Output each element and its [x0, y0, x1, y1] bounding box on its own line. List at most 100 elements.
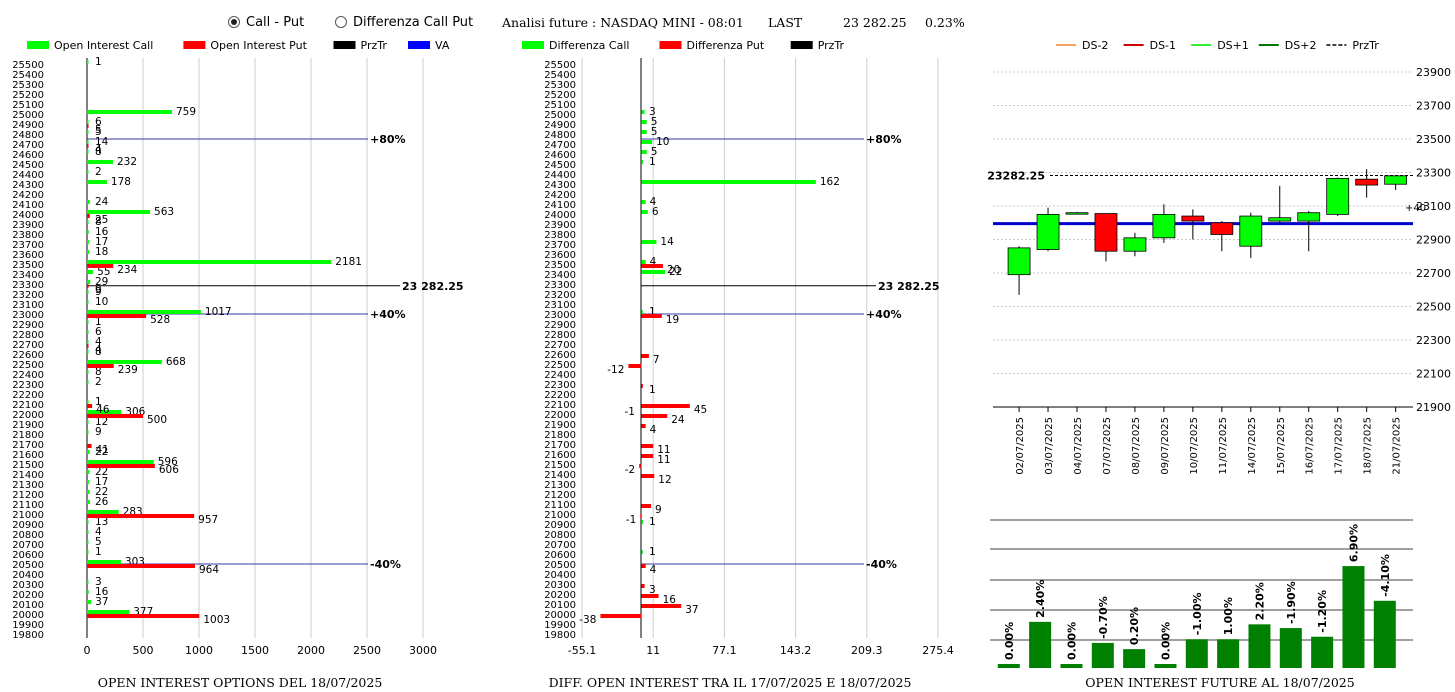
y-tick-label: 21700 — [544, 440, 576, 451]
y-tick-label: 23500 — [544, 260, 576, 271]
y-tick-label: 22700 — [1416, 267, 1451, 280]
put-bar — [87, 564, 195, 568]
put-bar — [87, 264, 114, 268]
legend-swatch — [183, 41, 206, 49]
call-bar-label: 14 — [660, 236, 674, 248]
legend-label: DS-1 — [1150, 39, 1176, 52]
percent-bar-label: -0.70% — [1097, 596, 1110, 639]
x-tick-label: 16/07/2025 — [1305, 417, 1316, 475]
call-bar — [87, 180, 107, 184]
call-bar — [87, 120, 89, 124]
put-bar-label: 500 — [147, 414, 167, 426]
y-tick-label: 25200 — [544, 90, 576, 101]
va-label: -40% — [866, 558, 897, 571]
put-bar-label: 25 — [95, 214, 108, 226]
y-tick-label: 22300 — [12, 380, 44, 391]
x-tick-label: 07/07/2025 — [1102, 417, 1113, 475]
legend-label: Differenza Call — [549, 39, 629, 52]
x-tick-label: 143.2 — [780, 644, 812, 657]
y-tick-label: 25100 — [12, 100, 44, 111]
percent-bar-label: -1.20% — [1316, 590, 1329, 633]
call-bar-label: 8 — [95, 216, 102, 228]
call-bar-label: 1 — [95, 396, 102, 408]
put-bar — [87, 344, 89, 348]
price-line-label: 23 282.25 — [878, 280, 940, 293]
put-bar — [641, 584, 645, 588]
price-line-label: 23 282.25 — [402, 280, 464, 293]
y-tick-label: 24000 — [12, 210, 44, 221]
candle-body — [1094, 213, 1118, 252]
put-bar-label: 1 — [649, 384, 656, 396]
footer-oi-future: OPEN INTEREST FUTURE AL 18/07/2025 — [1085, 675, 1355, 690]
price-line-label: 23282.25 — [987, 169, 1045, 182]
y-tick-label: 22800 — [12, 330, 44, 341]
y-tick-label: 25100 — [544, 100, 576, 111]
y-tick-label: 21500 — [544, 460, 576, 471]
y-tick-label: 24600 — [544, 150, 576, 161]
y-tick-label: 19900 — [544, 620, 576, 631]
y-tick-label: 24800 — [12, 130, 44, 141]
percent-bar-label: 0.20% — [1128, 607, 1141, 645]
call-bar — [87, 380, 89, 384]
y-tick-label: 21100 — [544, 500, 576, 511]
y-tick-label: 24200 — [12, 190, 44, 201]
put-bar-label: 37 — [685, 604, 698, 616]
call-bar — [641, 260, 646, 264]
y-tick-label: 21800 — [12, 430, 44, 441]
call-bar — [641, 140, 653, 144]
put-bar-label: 45 — [694, 404, 707, 416]
call-bar — [87, 600, 92, 604]
put-bar-label: 7 — [653, 354, 660, 366]
put-bar — [641, 454, 654, 458]
radio-call-put[interactable]: Call - Put — [228, 8, 304, 36]
put-bar-label: 964 — [199, 564, 219, 576]
call-bar — [87, 110, 173, 114]
y-tick-label: 25200 — [12, 90, 44, 101]
radio-differenza[interactable]: Differenza Call Put — [335, 8, 473, 36]
call-bar — [641, 180, 816, 184]
call-bar-label: 5 — [651, 126, 658, 138]
y-tick-label: 24500 — [12, 160, 44, 171]
put-bar-label: -2 — [625, 464, 635, 476]
y-tick-label: 20800 — [544, 530, 576, 541]
call-bar — [87, 250, 90, 254]
call-bar — [87, 200, 90, 204]
y-tick-label: 25000 — [544, 110, 576, 121]
y-tick-label: 24900 — [544, 120, 576, 131]
percent-bar — [1029, 621, 1052, 668]
y-tick-label: 22300 — [544, 380, 576, 391]
call-bar-label: 1 — [649, 156, 656, 168]
y-tick-label: 24800 — [544, 130, 576, 141]
call-bar-label: 1 — [95, 56, 102, 68]
call-bar-label: 22 — [95, 446, 108, 458]
y-tick-label: 21800 — [544, 430, 576, 441]
call-bar-label: 37 — [95, 596, 108, 608]
x-tick-label: 04/07/2025 — [1073, 417, 1084, 475]
radio-differenza-label: Differenza Call Put — [353, 14, 474, 30]
put-bar-label: 528 — [150, 314, 170, 326]
y-tick-label: 21900 — [544, 420, 576, 431]
call-bar — [87, 520, 89, 524]
call-bar — [87, 170, 89, 174]
percent-bar — [1248, 624, 1271, 668]
legend-label: PrzTr — [1352, 39, 1379, 52]
call-bar-label: 3 — [95, 576, 102, 588]
call-bar — [641, 150, 647, 154]
y-tick-label: 22700 — [544, 340, 576, 351]
y-tick-label: 22500 — [544, 360, 576, 371]
put-bar — [641, 564, 646, 568]
put-bar-label: 239 — [118, 364, 138, 376]
legend-label: Open Interest Put — [210, 39, 307, 52]
put-bar — [600, 614, 642, 618]
legend-swatch — [659, 41, 682, 49]
put-bar-label: 11 — [657, 454, 670, 466]
y-tick-label: 22100 — [12, 400, 44, 411]
x-tick-label: 15/07/2025 — [1276, 417, 1287, 475]
put-bar-label: 12 — [658, 474, 671, 486]
call-bar-label: 29 — [95, 276, 108, 288]
x-tick-label: 17/07/2025 — [1334, 417, 1345, 475]
call-bar-label: 668 — [166, 356, 186, 368]
percent-bar — [1217, 639, 1240, 668]
y-tick-label: 20600 — [544, 550, 576, 561]
